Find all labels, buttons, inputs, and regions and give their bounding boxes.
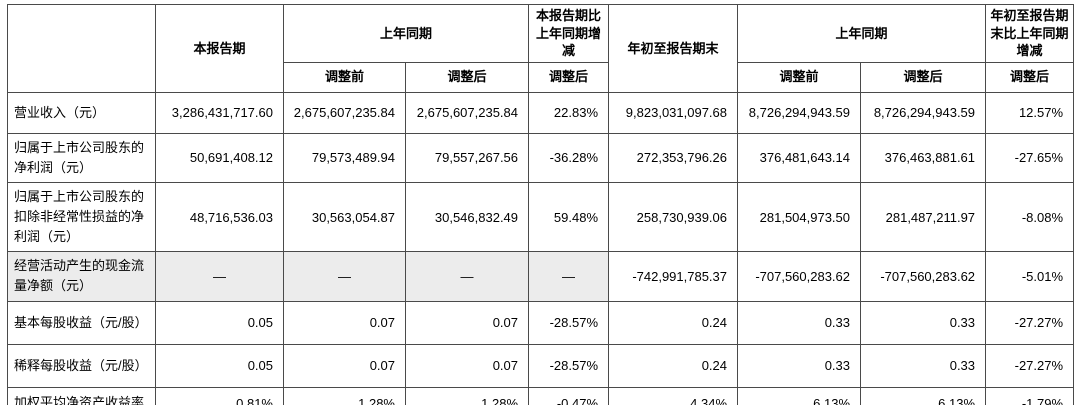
- row-label: 归属于上市公司股东的扣除非经常性损益的净利润（元）: [7, 181, 156, 253]
- col-header-current-period: 本报告期: [155, 4, 284, 93]
- row-label: 经营活动产生的现金流量净额（元）: [7, 251, 156, 302]
- cell-value: 0.07: [283, 343, 406, 388]
- cell-value: 79,573,489.94: [283, 132, 406, 183]
- row-weighted-avg-roe: 加权平均净资产收益率 0.81% 1.28% 1.28% -0.47% 4.34…: [7, 386, 1075, 405]
- cell-value: 48,716,536.03: [155, 181, 284, 253]
- cell-value: -707,560,283.62: [737, 251, 862, 302]
- cell-value: 0.05: [155, 343, 284, 388]
- corner-cell: [7, 4, 156, 93]
- cell-value: 0.33: [860, 300, 987, 345]
- cell-value: 376,481,643.14: [737, 132, 862, 183]
- row-diluted-eps: 稀释每股收益（元/股） 0.05 0.07 0.07 -28.57% 0.24 …: [7, 343, 1075, 388]
- cell-value: 8,726,294,943.59: [737, 91, 862, 134]
- cell-value: -707,560,283.62: [860, 251, 987, 302]
- cell-value: 3,286,431,717.60: [155, 91, 284, 134]
- cell-value: -1.79%: [985, 386, 1075, 405]
- subheader-before-adjust-2: 调整前: [737, 61, 862, 93]
- row-label: 归属于上市公司股东的净利润（元）: [7, 132, 156, 183]
- cell-value: —: [155, 251, 284, 302]
- cell-value: —: [283, 251, 406, 302]
- cell-value: 30,546,832.49: [404, 181, 530, 253]
- subheader-after-adjust-2: 调整后: [860, 61, 987, 93]
- cell-value: 1.28%: [404, 386, 530, 405]
- cell-value: 0.33: [860, 343, 987, 388]
- table-header: 本报告期 上年同期 本报告期比上年同期增减 年初至报告期末 上年同期 年初至报告…: [7, 4, 1075, 93]
- cell-value: 0.33: [737, 343, 862, 388]
- cell-value: -8.08%: [985, 181, 1075, 253]
- cell-value: -28.57%: [528, 343, 610, 388]
- cell-value: 281,504,973.50: [737, 181, 862, 253]
- cell-value: 376,463,881.61: [860, 132, 987, 183]
- table-body: 营业收入（元） 3,286,431,717.60 2,675,607,235.8…: [7, 91, 1075, 405]
- header-row-1: 本报告期 上年同期 本报告期比上年同期增减 年初至报告期末 上年同期 年初至报告…: [7, 4, 1075, 93]
- cell-value: 50,691,408.12: [155, 132, 284, 183]
- cell-value: 0.81%: [155, 386, 284, 405]
- cell-value: -742,991,785.37: [608, 251, 739, 302]
- subheader-before-adjust-1: 调整前: [283, 61, 406, 93]
- cell-value: -27.27%: [985, 300, 1075, 345]
- row-operating-cash-flow: 经营活动产生的现金流量净额（元） — — — — -742,991,785.37…: [7, 251, 1075, 302]
- cell-value: 6.13%: [737, 386, 862, 405]
- col-header-prior-period-quarter: 上年同期: [282, 4, 530, 63]
- row-operating-revenue: 营业收入（元） 3,286,431,717.60 2,675,607,235.8…: [7, 91, 1075, 134]
- cell-value: 0.33: [737, 300, 862, 345]
- cell-value: -28.57%: [528, 300, 610, 345]
- subheader-after-adjust-1: 调整后: [404, 61, 530, 93]
- cell-value: —: [404, 251, 530, 302]
- cell-value: 272,353,796.26: [608, 132, 739, 183]
- col-header-qoq-change: 本报告期比上年同期增减: [528, 4, 610, 63]
- row-label: 基本每股收益（元/股）: [7, 300, 156, 345]
- subheader-after-adjust-ytd: 调整后: [985, 61, 1075, 93]
- subheader-after-adjust-qoq: 调整后: [528, 61, 610, 93]
- cell-value: 59.48%: [528, 181, 610, 253]
- cell-value: 6.13%: [860, 386, 987, 405]
- row-basic-eps: 基本每股收益（元/股） 0.05 0.07 0.07 -28.57% 0.24 …: [7, 300, 1075, 345]
- row-label: 营业收入（元）: [7, 91, 156, 134]
- cell-value: 0.07: [283, 300, 406, 345]
- cell-value: 2,675,607,235.84: [404, 91, 530, 134]
- row-net-profit: 归属于上市公司股东的净利润（元） 50,691,408.12 79,573,48…: [7, 132, 1075, 183]
- col-header-prior-period-ytd: 上年同期: [737, 4, 987, 63]
- cell-value: 2,675,607,235.84: [283, 91, 406, 134]
- cell-value: 79,557,267.56: [404, 132, 530, 183]
- cell-value: -5.01%: [985, 251, 1075, 302]
- cell-value: 12.57%: [985, 91, 1075, 134]
- row-label: 加权平均净资产收益率: [7, 386, 156, 405]
- cell-value: 0.05: [155, 300, 284, 345]
- cell-value: —: [528, 251, 610, 302]
- cell-value: 4.34%: [608, 386, 739, 405]
- cell-value: -0.47%: [528, 386, 610, 405]
- cell-value: 22.83%: [528, 91, 610, 134]
- cell-value: 281,487,211.97: [860, 181, 987, 253]
- cell-value: -36.28%: [528, 132, 610, 183]
- cell-value: 0.24: [608, 300, 739, 345]
- cell-value: -27.65%: [985, 132, 1075, 183]
- cell-value: 0.07: [404, 343, 530, 388]
- cell-value: 1.28%: [283, 386, 406, 405]
- row-net-profit-excl-nonrecurring: 归属于上市公司股东的扣除非经常性损益的净利润（元） 48,716,536.03 …: [7, 181, 1075, 253]
- cell-value: 8,726,294,943.59: [860, 91, 987, 134]
- header-row-2: 调整前 调整后 调整后 调整前 调整后 调整后: [8, 61, 1075, 93]
- cell-value: 30,563,054.87: [283, 181, 406, 253]
- cell-value: 9,823,031,097.68: [608, 91, 739, 134]
- cell-value: 0.07: [404, 300, 530, 345]
- cell-value: 258,730,939.06: [608, 181, 739, 253]
- col-header-ytd-change: 年初至报告期末比上年同期增减: [985, 4, 1075, 63]
- financial-summary-table: 本报告期 上年同期 本报告期比上年同期增减 年初至报告期末 上年同期 年初至报告…: [7, 4, 1075, 405]
- cell-value: 0.24: [608, 343, 739, 388]
- cell-value: -27.27%: [985, 343, 1075, 388]
- row-label: 稀释每股收益（元/股）: [7, 343, 156, 388]
- col-header-ytd: 年初至报告期末: [608, 4, 739, 93]
